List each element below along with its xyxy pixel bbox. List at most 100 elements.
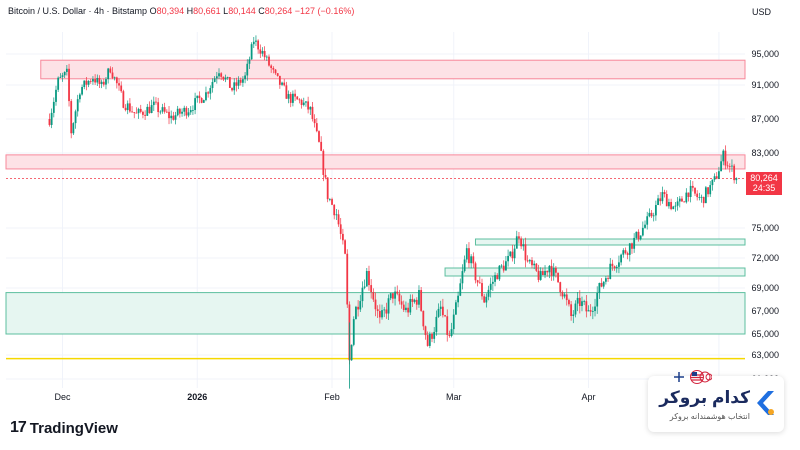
candle-body — [218, 73, 220, 77]
candle-body — [307, 101, 310, 110]
candle-body — [528, 260, 531, 262]
tradingview-logo[interactable]: 17 TradingView — [10, 419, 118, 437]
candle-body — [315, 123, 318, 132]
candle-body — [261, 50, 264, 54]
candle-body — [107, 68, 110, 80]
candle-body — [96, 77, 99, 83]
candle-body — [594, 306, 596, 312]
candle-body — [233, 82, 236, 91]
candle-body — [296, 96, 299, 100]
candle-body — [494, 275, 496, 282]
candle-body — [654, 205, 657, 216]
price-tick-label: 87,000 — [751, 114, 779, 124]
candle-body — [661, 192, 664, 202]
candle-body — [244, 75, 246, 80]
candle-body — [281, 82, 283, 85]
candle-body — [196, 95, 199, 99]
candle-body — [165, 111, 168, 113]
candle-body — [265, 56, 268, 58]
candle-body — [192, 110, 194, 111]
change-value: −127 (−0.16%) — [294, 6, 355, 16]
candle-body — [246, 63, 249, 76]
candle-body — [224, 77, 227, 80]
candle-body — [409, 298, 412, 313]
candle-body — [76, 99, 79, 112]
price-axis[interactable]: 61,00063,00065,00067,00069,00072,00075,0… — [751, 49, 779, 384]
price-tick-label: 91,000 — [751, 80, 779, 90]
candle-body — [635, 231, 638, 238]
candle-body — [148, 106, 151, 114]
candle-body — [50, 112, 53, 125]
time-axis[interactable]: Dec2026FebMarAprM — [55, 392, 723, 402]
currency-label[interactable]: USD — [752, 7, 772, 17]
open-label: O — [149, 6, 157, 16]
candle-body — [420, 290, 423, 311]
candle-body — [72, 123, 75, 134]
kodambroker-subtitle: انتخاب هوشمندانه بروکر — [669, 412, 750, 421]
candle-body — [644, 224, 646, 228]
candle-body — [722, 150, 725, 162]
candle-body — [431, 333, 433, 339]
candle-body — [126, 103, 129, 111]
price-tick-label: 65,000 — [751, 329, 779, 339]
tradingview-mark-icon: 17 — [10, 419, 27, 436]
candle-body — [678, 198, 681, 202]
candle-body — [578, 297, 581, 307]
candle-body — [541, 271, 544, 276]
candle-body — [513, 248, 516, 259]
candle-body — [105, 79, 107, 85]
candle-body — [405, 307, 407, 310]
candle-body — [309, 106, 312, 110]
candle-body — [728, 166, 731, 167]
candle-body — [526, 260, 529, 262]
candle-body — [668, 202, 670, 207]
candle-body — [252, 41, 255, 45]
candle-body — [361, 287, 364, 302]
candle-body — [637, 231, 640, 240]
candle-body — [172, 115, 175, 120]
candle-body — [468, 248, 470, 264]
candle-body — [328, 199, 331, 200]
price-tick-label: 75,000 — [751, 223, 779, 233]
flag-icon — [674, 370, 712, 384]
candle-body — [711, 179, 714, 186]
candle-body — [600, 282, 603, 287]
candle-body — [222, 76, 225, 80]
candle-body — [715, 176, 718, 179]
candle-body — [618, 262, 620, 267]
candle-body — [687, 192, 690, 197]
kodambroker-logo-icon — [757, 391, 774, 415]
candle-body — [539, 271, 542, 280]
candle-body — [341, 233, 344, 241]
candle-body — [115, 77, 118, 84]
candle-body — [65, 68, 68, 72]
candle-body — [472, 256, 475, 264]
candle-body — [81, 87, 83, 95]
candle-body — [607, 278, 609, 279]
candle-body — [159, 111, 162, 113]
candle-body — [259, 49, 262, 54]
candle-body — [135, 112, 138, 114]
candle-body — [331, 199, 333, 205]
candle-body — [200, 98, 203, 103]
candle-body — [94, 79, 97, 83]
candle-body — [389, 293, 392, 299]
candle-body — [402, 304, 405, 310]
candle-body — [422, 310, 425, 327]
candle-body — [396, 291, 399, 294]
candle-body — [455, 302, 457, 315]
candle-body — [372, 292, 375, 300]
candle-body — [446, 316, 449, 335]
candle-body — [555, 267, 557, 273]
candle-body — [55, 89, 57, 102]
time-tick-label: Feb — [324, 392, 340, 402]
candle-body — [631, 243, 633, 249]
candle-body — [583, 301, 586, 302]
candle-body — [535, 263, 538, 271]
kodambroker-watermark: کدام بروکر انتخاب هوشمندانه بروکر — [648, 370, 784, 432]
support-zone — [444, 267, 746, 277]
candle-body — [659, 198, 662, 202]
candle-body — [294, 93, 296, 97]
candle-body — [596, 292, 599, 307]
